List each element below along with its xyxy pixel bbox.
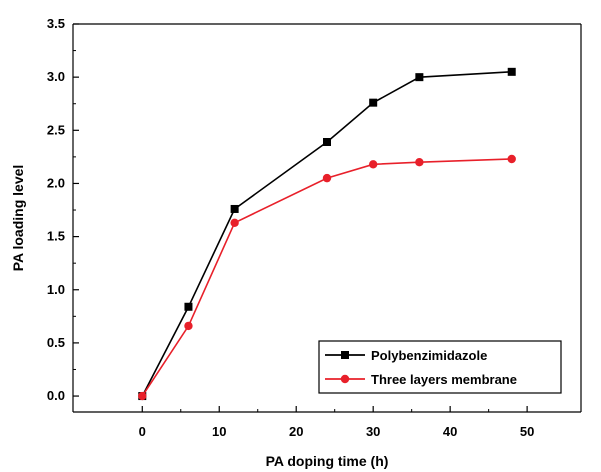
legend-box — [318, 340, 562, 394]
y-tick-label: 2.0 — [47, 175, 65, 190]
series-2 — [138, 154, 516, 401]
data-point — [507, 67, 516, 76]
data-point — [368, 160, 378, 169]
x-tick-label: 30 — [366, 424, 380, 439]
y-axis-title: PA loading level — [10, 165, 26, 272]
y-tick-label: 2.5 — [47, 122, 65, 137]
y-tick-label: 0.5 — [47, 335, 65, 350]
legend: Polybenzimidazole Three layers membrane — [318, 340, 562, 394]
x-tick-label: 0 — [139, 424, 146, 439]
data-point — [230, 204, 239, 213]
y-tick-label: 3.0 — [47, 69, 65, 84]
data-point — [369, 98, 378, 107]
legend-label: Polybenzimidazole — [371, 348, 487, 363]
y-tick-label: 0.0 — [47, 388, 65, 403]
data-point — [322, 173, 332, 183]
data-point — [323, 137, 331, 146]
x-axis: 0 10 20 30 40 50 — [139, 406, 534, 439]
data-point — [230, 218, 239, 227]
x-tick-label: 40 — [443, 424, 457, 439]
legend-marker — [340, 374, 350, 384]
y-tick-label: 3.5 — [47, 16, 65, 31]
legend-label: Three layers membrane — [371, 372, 517, 387]
y-axis: 0.0 0.5 1.0 1.5 2.0 2.5 3.0 3.5 — [47, 16, 79, 403]
legend-marker — [341, 351, 349, 359]
x-tick-label: 20 — [289, 424, 303, 439]
x-tick-label: 10 — [212, 424, 226, 439]
y-tick-label: 1.5 — [47, 229, 65, 244]
data-point — [415, 73, 424, 82]
data-point — [184, 302, 193, 311]
data-point — [184, 321, 193, 331]
series-layer — [138, 67, 516, 401]
plot-frame — [72, 23, 582, 413]
x-axis-title: PA doping time (h) — [266, 453, 389, 469]
data-point — [507, 154, 516, 164]
x-tick-label: 50 — [520, 424, 534, 439]
data-point — [415, 157, 424, 167]
y-tick-label: 1.0 — [47, 282, 65, 297]
data-point — [138, 391, 147, 401]
